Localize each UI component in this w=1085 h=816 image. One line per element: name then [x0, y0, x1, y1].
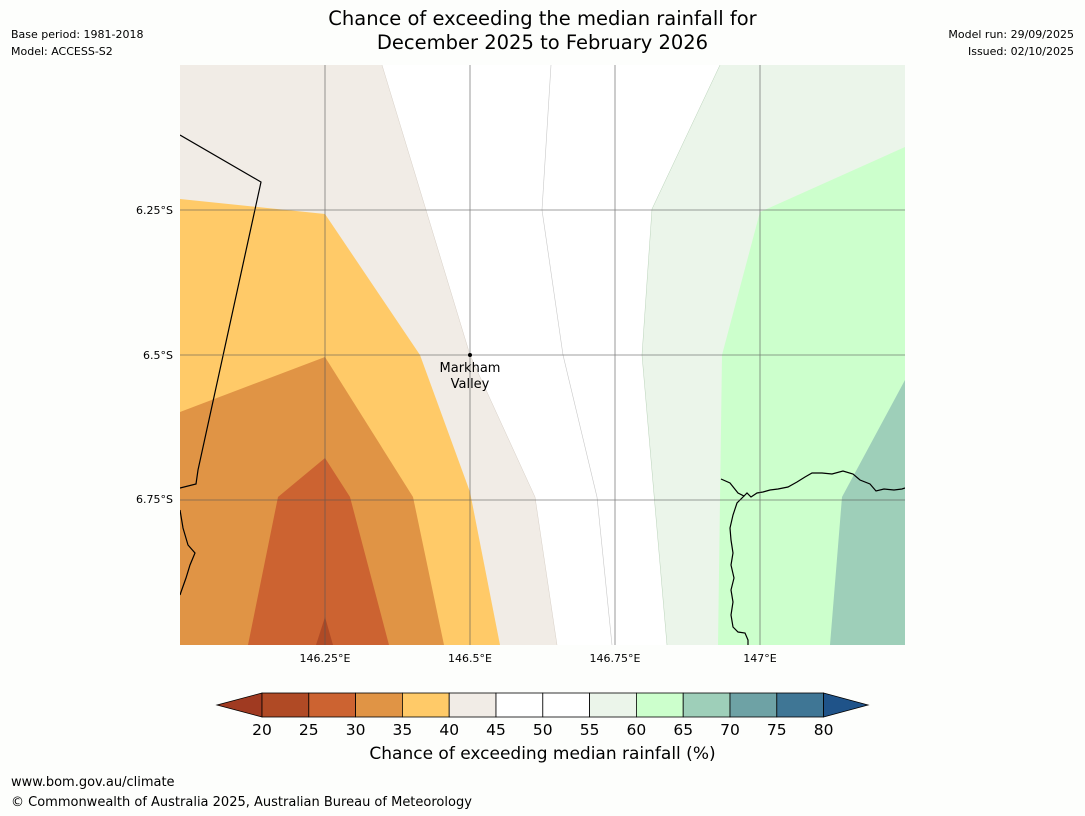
footer-copyright: © Commonwealth of Australia 2025, Austra… — [11, 795, 472, 810]
title-line-1: Chance of exceeding the median rainfall … — [328, 7, 757, 30]
colorbar-tick-60: 60 — [627, 721, 647, 739]
model-text: Model: ACCESS-S2 — [11, 45, 113, 58]
colorbar-tick-65: 65 — [673, 721, 693, 739]
colorbar-tick-45: 45 — [486, 721, 506, 739]
lon-label-147: 147°E — [743, 652, 776, 665]
colorbar-segment-65-70 — [682, 692, 731, 718]
place-name-line-2: Valley — [451, 377, 490, 392]
footer-url[interactable]: www.bom.gov.au/climate — [11, 775, 175, 790]
colorbar-segment-40-45 — [448, 692, 497, 718]
lat-label-6-75: 6.75°S — [136, 493, 173, 506]
place-marker-dot — [468, 353, 472, 357]
map-contours — [180, 65, 905, 645]
colorbar-tick-80: 80 — [814, 721, 834, 739]
colorbar-segment-70-75 — [729, 692, 778, 718]
region-65-70 — [830, 380, 905, 645]
lon-label-146-75: 146.75°E — [590, 652, 641, 665]
colorbar-ticks: 20 25 30 35 40 45 50 55 60 65 70 75 80 — [252, 721, 833, 739]
colorbar-tick-25: 25 — [299, 721, 319, 739]
lon-label-146-25: 146.25°E — [300, 652, 351, 665]
colorbar-segment-35-40 — [401, 692, 450, 718]
colorbar-segment-50-55 — [542, 692, 590, 718]
colorbar-label: Chance of exceeding median rainfall (%) — [369, 744, 716, 764]
region-25-30 — [248, 458, 389, 645]
colorbar-extend-high — [823, 692, 870, 718]
rainfall-map: Markham Valley 6.25°S 6.5°S 6.75°S 146.2… — [136, 65, 905, 665]
colorbar-tick-40: 40 — [439, 721, 459, 739]
region-20-25 — [316, 617, 333, 645]
colorbar-segment-60-65 — [636, 692, 684, 718]
issued-text: Issued: 02/10/2025 — [967, 45, 1074, 58]
colorbar-segment-25-30 — [308, 692, 356, 718]
model-run-text: Model run: 29/09/2025 — [948, 28, 1074, 41]
colorbar-segment-75-80 — [776, 692, 824, 718]
place-name-line-1: Markham — [440, 361, 501, 376]
colorbar-segments — [215, 692, 870, 718]
meta-left: Base period: 1981-2018 Model: ACCESS-S2 — [11, 26, 143, 60]
colorbar-tick-55: 55 — [580, 721, 600, 739]
lat-label-6-25: 6.25°S — [136, 204, 173, 217]
colorbar-segment-20-25 — [261, 692, 310, 718]
colorbar-segment-55-60 — [589, 692, 637, 718]
colorbar-tick-30: 30 — [346, 721, 366, 739]
colorbar-segment-45-50 — [495, 692, 544, 718]
colorbar-tick-75: 75 — [767, 721, 787, 739]
map-title: Chance of exceeding the median rainfall … — [0, 7, 1085, 55]
lat-label-6-5: 6.5°S — [143, 349, 173, 362]
meta-right: Model run: 29/09/2025 Issued: 02/10/2025 — [948, 26, 1074, 60]
colorbar-tick-50: 50 — [533, 721, 553, 739]
coastline-south — [729, 495, 749, 645]
coastline-west — [180, 509, 196, 596]
lon-label-146-5: 146.5°E — [448, 652, 492, 665]
colorbar-tick-20: 20 — [252, 721, 272, 739]
border-line — [180, 134, 262, 489]
colorbar-tick-35: 35 — [393, 721, 413, 739]
coastline-east — [720, 470, 905, 498]
base-period-text: Base period: 1981-2018 — [11, 28, 144, 41]
colorbar-segment-30-35 — [355, 692, 403, 718]
colorbar-extend-low — [215, 692, 263, 718]
title-line-2: December 2025 to February 2026 — [376, 31, 709, 54]
colorbar: 20 25 30 35 40 45 50 55 60 65 70 75 80 — [215, 692, 870, 739]
colorbar-tick-70: 70 — [720, 721, 740, 739]
